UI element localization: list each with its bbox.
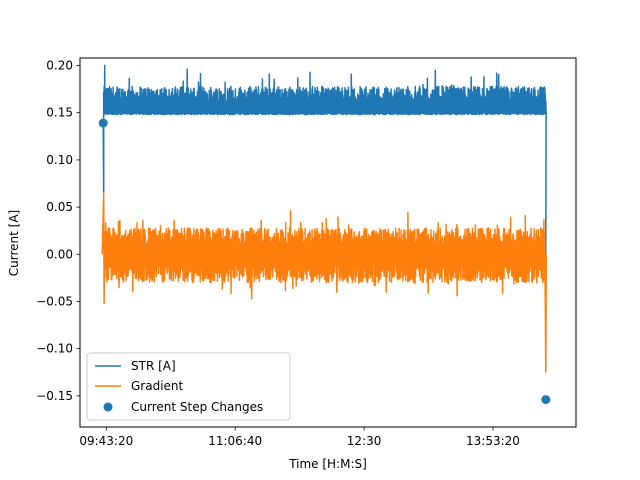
y-tick-label: 0.10 <box>46 153 73 167</box>
legend: STR [A] Gradient Current Step Changes <box>86 352 291 421</box>
step-change-point-1 <box>98 118 108 128</box>
series-gradient-line <box>101 192 548 374</box>
legend-label-step-changes: Current Step Changes <box>131 400 263 414</box>
y-tick-label: 0.05 <box>46 200 73 214</box>
y-tick-label: 0.15 <box>46 106 73 120</box>
x-axis-label: Time [H:M:S] <box>288 457 367 471</box>
y-tick-label: −0.05 <box>36 294 73 308</box>
step-change-point-2 <box>541 395 551 405</box>
y-tick-label: 0.20 <box>46 59 73 73</box>
legend-label-gradient: Gradient <box>131 379 184 393</box>
y-axis-label: Current [A] <box>7 210 21 276</box>
y-tick-label: 0.00 <box>46 247 73 261</box>
y-axis: −0.15 −0.10 −0.05 0.00 0.05 0.10 0.15 0.20 <box>36 59 80 403</box>
x-tick-label: 11:06:40 <box>208 434 262 448</box>
x-tick-label: 12:30 <box>347 434 382 448</box>
legend-label-str: STR [A] <box>131 359 176 373</box>
x-tick-label: 13:53:20 <box>466 434 520 448</box>
plot-area-frame <box>79 57 577 428</box>
series-str-line <box>102 64 547 255</box>
x-tick-label: 09:43:20 <box>79 434 133 448</box>
x-axis: 09:43:20 11:06:40 12:30 13:53:20 <box>79 427 520 448</box>
legend-box <box>86 352 291 421</box>
y-tick-label: −0.10 <box>36 342 73 356</box>
y-tick-label: −0.15 <box>36 389 73 403</box>
legend-swatch-step-changes <box>103 402 113 412</box>
